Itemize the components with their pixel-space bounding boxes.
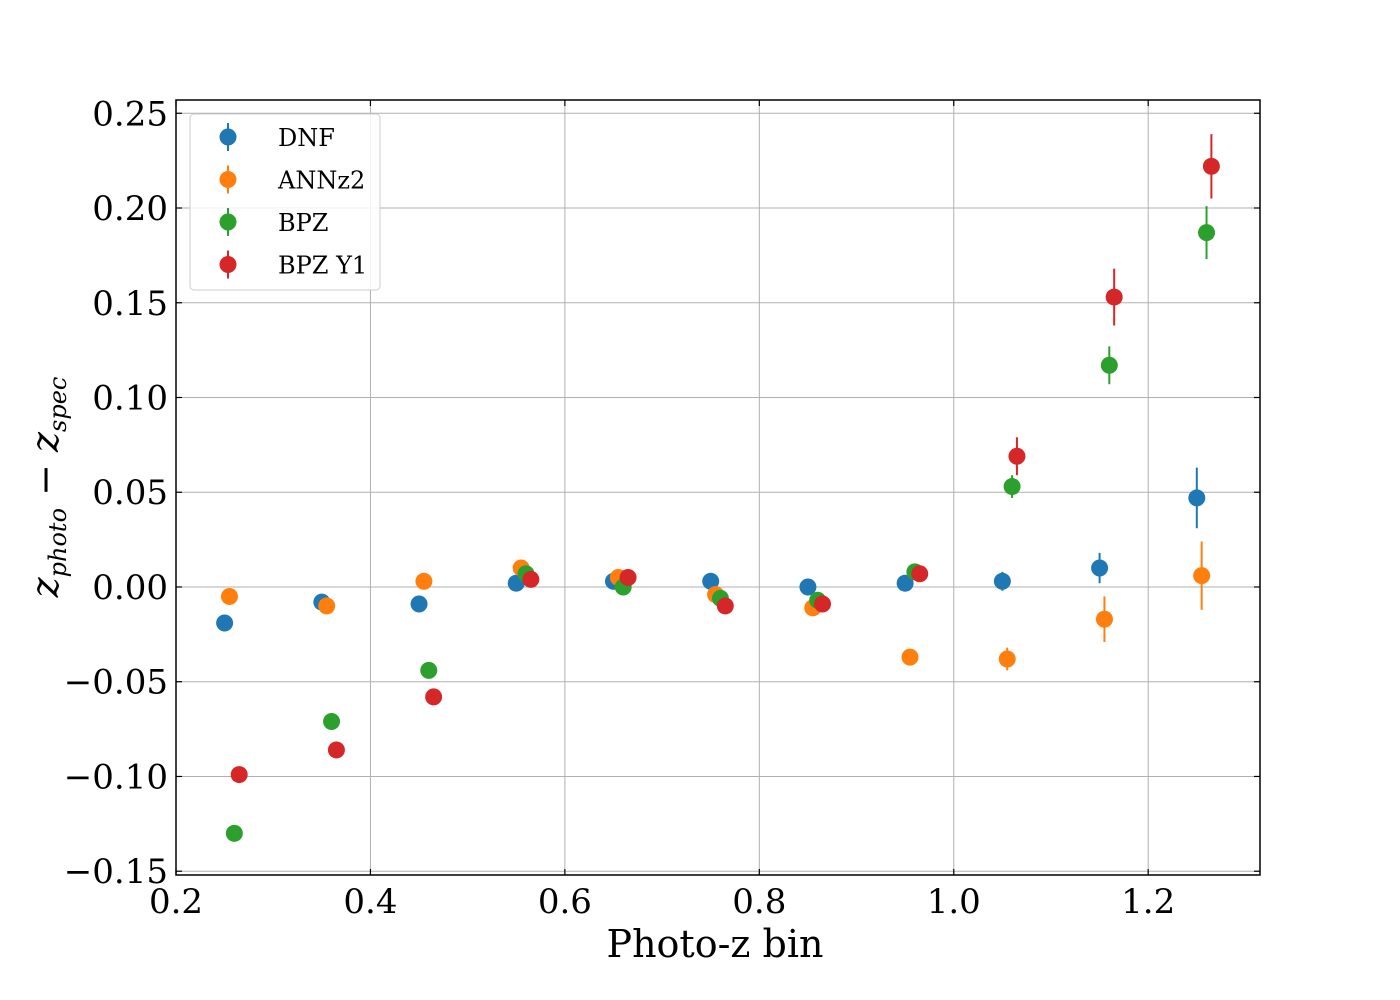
legend-label-annz2: ANNz2	[277, 167, 365, 195]
y-tick-label: 0.05	[92, 473, 168, 513]
data-point-dnf	[702, 572, 720, 590]
x-tick-label: 1.0	[927, 882, 981, 922]
data-point-dnf	[410, 595, 428, 613]
y-axis-label-minus: −	[23, 452, 67, 508]
data-point-bpz-y1	[619, 569, 637, 587]
x-tick-label: 0.2	[149, 882, 203, 922]
x-tick-label: 1.2	[1121, 882, 1175, 922]
legend-marker-bpz-y1	[219, 256, 237, 273]
data-point-dnf	[896, 574, 914, 592]
y-axis-label-z1: z	[23, 576, 67, 598]
y-tick-label: 0.15	[92, 284, 168, 324]
legend-marker-dnf	[219, 128, 237, 146]
data-point-annz2	[220, 587, 238, 605]
data-point-annz2	[415, 572, 433, 590]
y-tick-label: 0.20	[92, 189, 168, 229]
y-tick-label: 0.10	[92, 378, 168, 418]
data-point-dnf	[1188, 489, 1206, 507]
x-tick-label: 0.4	[343, 882, 397, 922]
data-point-bpz-y1	[522, 570, 540, 588]
data-point-bpz-y1	[814, 595, 832, 613]
data-point-annz2	[318, 597, 336, 615]
data-point-annz2	[1095, 610, 1113, 628]
data-point-bpz	[420, 661, 438, 679]
data-point-bpz-y1	[1105, 288, 1123, 306]
legend-label-bpz-y1: BPZ Y1	[278, 252, 367, 280]
data-point-bpz	[323, 713, 341, 731]
data-point-bpz	[225, 824, 243, 842]
data-point-dnf	[216, 614, 234, 632]
y-axis-label-sub1: photo	[44, 508, 72, 577]
y-axis-label: zphoto − zspec	[23, 377, 72, 599]
x-axis-label: Photo-z bin	[607, 922, 824, 966]
data-point-bpz-y1	[1202, 157, 1220, 175]
data-point-annz2	[998, 650, 1016, 668]
data-point-bpz	[1003, 478, 1021, 496]
y-tick-label: −0.15	[64, 852, 168, 892]
y-tick-label: −0.10	[64, 757, 168, 797]
y-axis-label-z2: z	[23, 431, 67, 453]
data-point-bpz	[1100, 356, 1118, 374]
data-markers	[216, 157, 1220, 842]
data-point-annz2	[901, 648, 919, 666]
axis-ticks	[175, 100, 1260, 875]
y-tick-label: −0.05	[64, 663, 168, 703]
data-point-bpz-y1	[425, 688, 443, 706]
y-tick-labels: −0.15 −0.10 −0.05 0.00 0.05 0.10 0.15 0.20 0.25	[64, 94, 168, 892]
legend-marker-annz2	[219, 171, 237, 188]
y-axis-label-sub2: spec	[44, 377, 72, 432]
data-point-dnf	[993, 572, 1011, 590]
data-point-dnf	[1091, 559, 1109, 577]
legend-marker-bpz	[219, 213, 237, 231]
legend-label-dnf: DNF	[278, 124, 335, 152]
y-tick-label: 0.25	[92, 94, 168, 134]
legend-label-bpz: BPZ	[278, 209, 328, 237]
data-point-annz2	[1193, 567, 1211, 585]
legend: DNF ANNz2 BPZ BPZ Y1	[189, 113, 381, 291]
x-tick-label: 0.8	[732, 882, 786, 922]
data-point-bpz	[1198, 224, 1216, 242]
data-point-bpz-y1	[716, 597, 734, 615]
legend-box	[189, 113, 381, 291]
grid-lines	[175, 100, 1260, 875]
data-point-dnf	[799, 578, 817, 596]
x-tick-label: 0.6	[538, 882, 592, 922]
plot-frame	[175, 99, 1261, 876]
data-point-bpz-y1	[911, 565, 929, 583]
data-point-bpz-y1	[230, 766, 248, 784]
data-point-bpz-y1	[327, 741, 345, 759]
x-tick-labels: 0.2 0.4 0.6 0.8 1.0 1.2	[149, 882, 1175, 922]
y-tick-label: 0.00	[92, 568, 168, 608]
data-point-bpz-y1	[1008, 447, 1026, 465]
